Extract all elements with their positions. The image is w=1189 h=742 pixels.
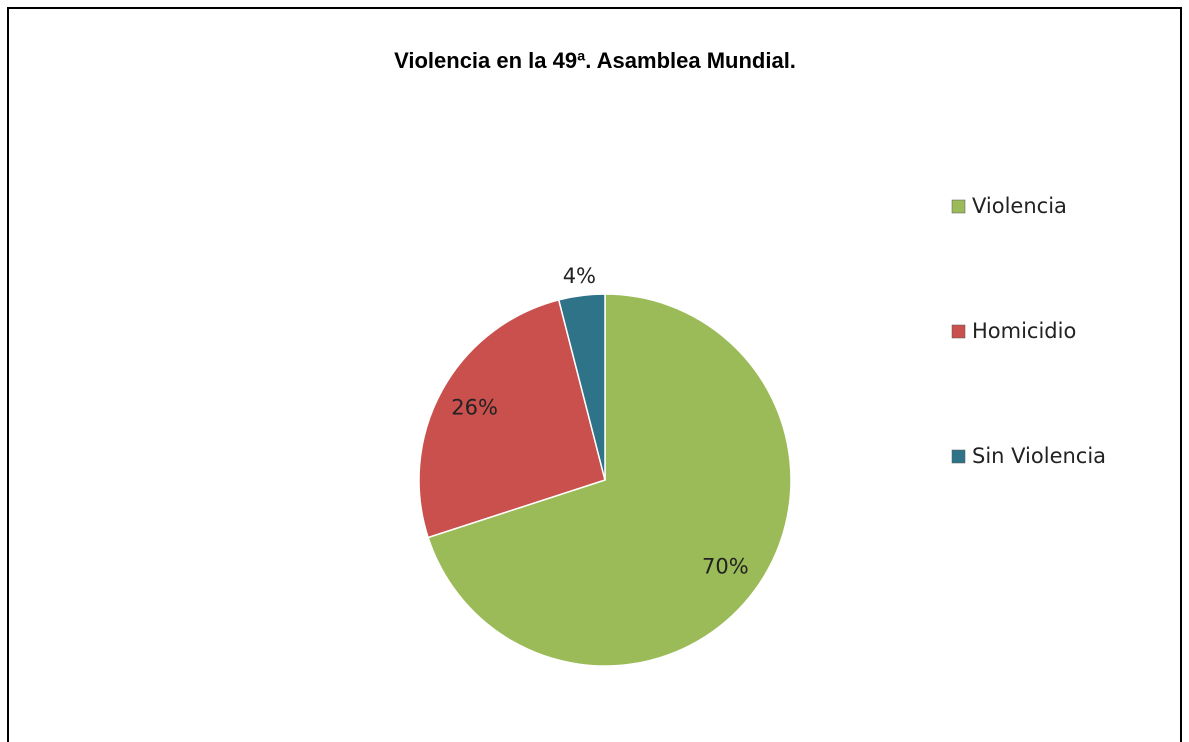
legend-marker — [951, 449, 966, 464]
legend-label: Sin Violencia — [972, 444, 1106, 468]
slice-label: 26% — [451, 395, 498, 419]
legend-marker — [951, 324, 966, 339]
chart-title: Violencia en la 49ª. Asamblea Mundial. — [394, 48, 796, 73]
legend-label: Homicidio — [972, 319, 1076, 343]
slice-label: 70% — [702, 554, 749, 578]
pie-slice — [427, 293, 792, 667]
legend-label: Violencia — [972, 194, 1067, 218]
pie-slice — [557, 293, 606, 481]
legend-marker — [951, 199, 966, 214]
pie-slice — [418, 298, 606, 539]
slice-label: 4% — [563, 264, 596, 288]
